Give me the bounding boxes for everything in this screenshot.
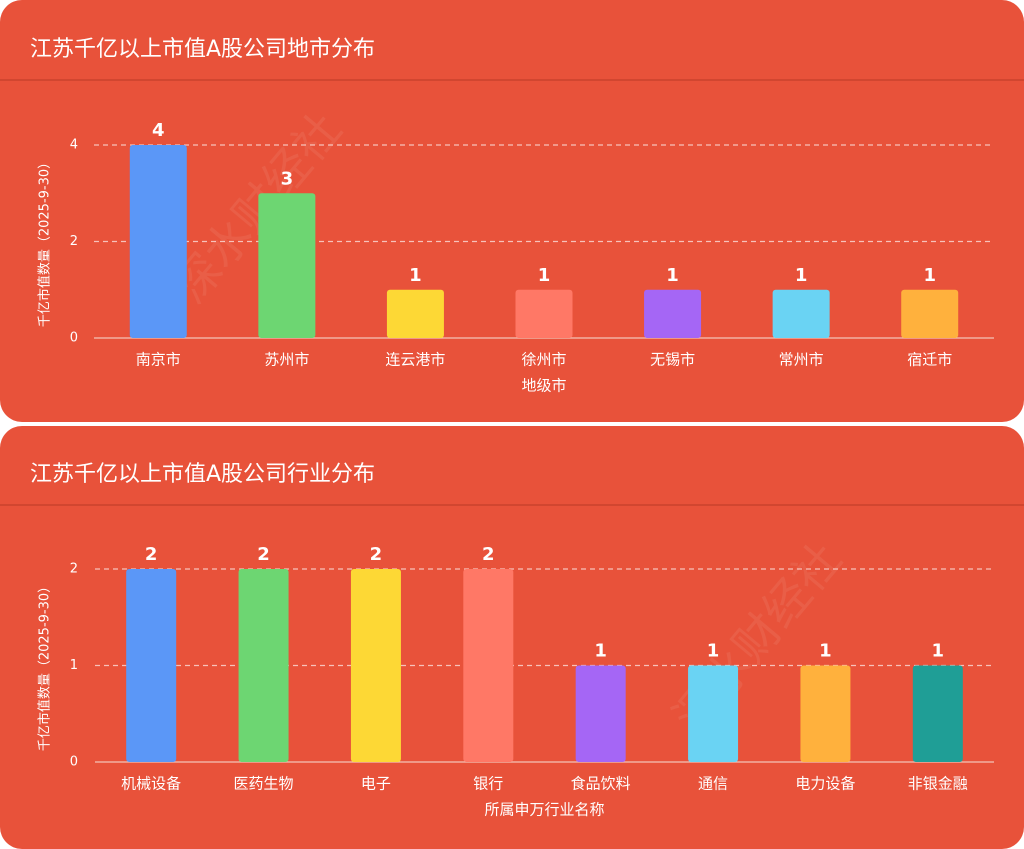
x-tick-label: 宿迁市	[907, 351, 952, 369]
value-label: 1	[538, 265, 551, 286]
bar	[575, 665, 626, 762]
value-label: 1	[795, 265, 808, 286]
x-tick-label: 无锡市	[650, 351, 695, 369]
chart-title: 江苏千亿以上市值A股公司行业分布	[30, 462, 375, 487]
bar	[350, 569, 401, 762]
x-tick-label: 非银金融	[908, 775, 968, 793]
y-tick-label: 1	[70, 658, 78, 673]
x-tick-label: 电子	[361, 775, 391, 793]
value-label: 2	[145, 544, 158, 565]
x-axis-title: 地级市	[521, 377, 566, 395]
value-label: 3	[281, 168, 294, 189]
y-tick-label: 2	[70, 234, 78, 249]
value-label: 1	[666, 265, 679, 286]
value-label: 1	[932, 641, 945, 662]
x-tick-label: 常州市	[779, 351, 824, 369]
value-label: 2	[370, 544, 383, 565]
bar	[772, 289, 830, 338]
x-tick-label: 银行	[473, 775, 503, 793]
bar	[126, 569, 177, 762]
value-label: 1	[923, 265, 936, 286]
y-tick-label: 0	[70, 331, 78, 346]
chart-title: 江苏千亿以上市值A股公司地市分布	[30, 37, 375, 62]
x-axis-title: 所属申万行业名称	[484, 801, 604, 819]
x-tick-label: 医药生物	[234, 775, 294, 793]
y-tick-label: 0	[70, 755, 78, 770]
bar	[688, 665, 739, 762]
x-tick-label: 苏州市	[264, 351, 309, 369]
x-tick-label: 电力设备	[795, 775, 855, 793]
value-label: 4	[152, 120, 165, 141]
bar	[912, 665, 963, 762]
x-tick-label: 徐州市	[521, 351, 566, 369]
x-tick-label: 连云港市	[385, 351, 445, 369]
x-tick-label: 食品饮料	[571, 775, 631, 793]
value-label: 2	[482, 544, 495, 565]
x-tick-label: 机械设备	[121, 775, 181, 793]
x-tick-label: 南京市	[136, 351, 181, 369]
y-tick-label: 2	[70, 562, 78, 577]
bar	[463, 569, 514, 762]
bar	[800, 665, 851, 762]
y-axis-title: 千亿市值数量（2025-9-30）	[37, 156, 53, 327]
value-label: 1	[819, 641, 832, 662]
bar	[386, 289, 444, 338]
bar	[515, 289, 573, 338]
bar	[901, 289, 959, 338]
bar	[258, 193, 316, 338]
x-tick-label: 通信	[698, 775, 728, 793]
value-label: 1	[707, 641, 720, 662]
value-label: 1	[409, 265, 422, 286]
panel	[0, 0, 1024, 422]
bar	[129, 145, 187, 338]
value-label: 1	[594, 641, 607, 662]
bar	[644, 289, 702, 338]
y-axis-title: 千亿市值数量（2025-9-30）	[37, 580, 53, 751]
bar	[238, 569, 289, 762]
value-label: 2	[257, 544, 270, 565]
y-tick-label: 4	[70, 138, 78, 153]
